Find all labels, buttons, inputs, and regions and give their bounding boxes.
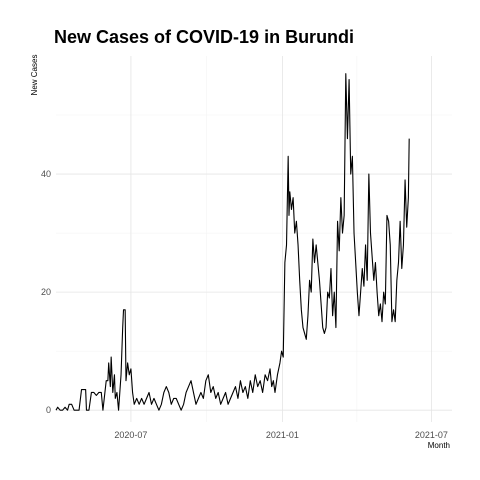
x-tick-label: 2021-07 <box>415 430 448 440</box>
x-tick-labels: 2020-07 2021-01 2021-07 <box>114 430 448 440</box>
chart-title: New Cases of COVID-19 in Burundi <box>54 27 354 47</box>
y-tick-label: 20 <box>41 287 51 297</box>
y-axis-label: New Cases <box>30 55 39 96</box>
major-gridlines <box>56 56 452 422</box>
series-line <box>55 73 410 411</box>
x-tick-label: 2021-01 <box>266 430 299 440</box>
y-tick-labels: 0 20 40 <box>41 169 51 415</box>
x-axis-label: Month <box>428 441 450 450</box>
x-tick-label: 2020-07 <box>114 430 147 440</box>
y-tick-label: 0 <box>46 405 51 415</box>
y-tick-label: 40 <box>41 169 51 179</box>
minor-gridlines <box>56 56 452 422</box>
